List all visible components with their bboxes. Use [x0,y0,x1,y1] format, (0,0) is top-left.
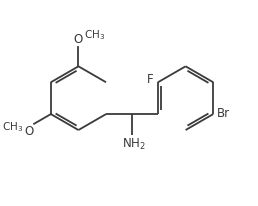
Text: F: F [147,73,153,86]
Text: CH$_3$: CH$_3$ [2,120,23,134]
Text: CH$_3$: CH$_3$ [84,28,106,42]
Text: NH$_2$: NH$_2$ [122,137,146,152]
Text: O: O [24,125,33,138]
Text: Br: Br [217,107,230,120]
Text: O: O [74,33,83,46]
